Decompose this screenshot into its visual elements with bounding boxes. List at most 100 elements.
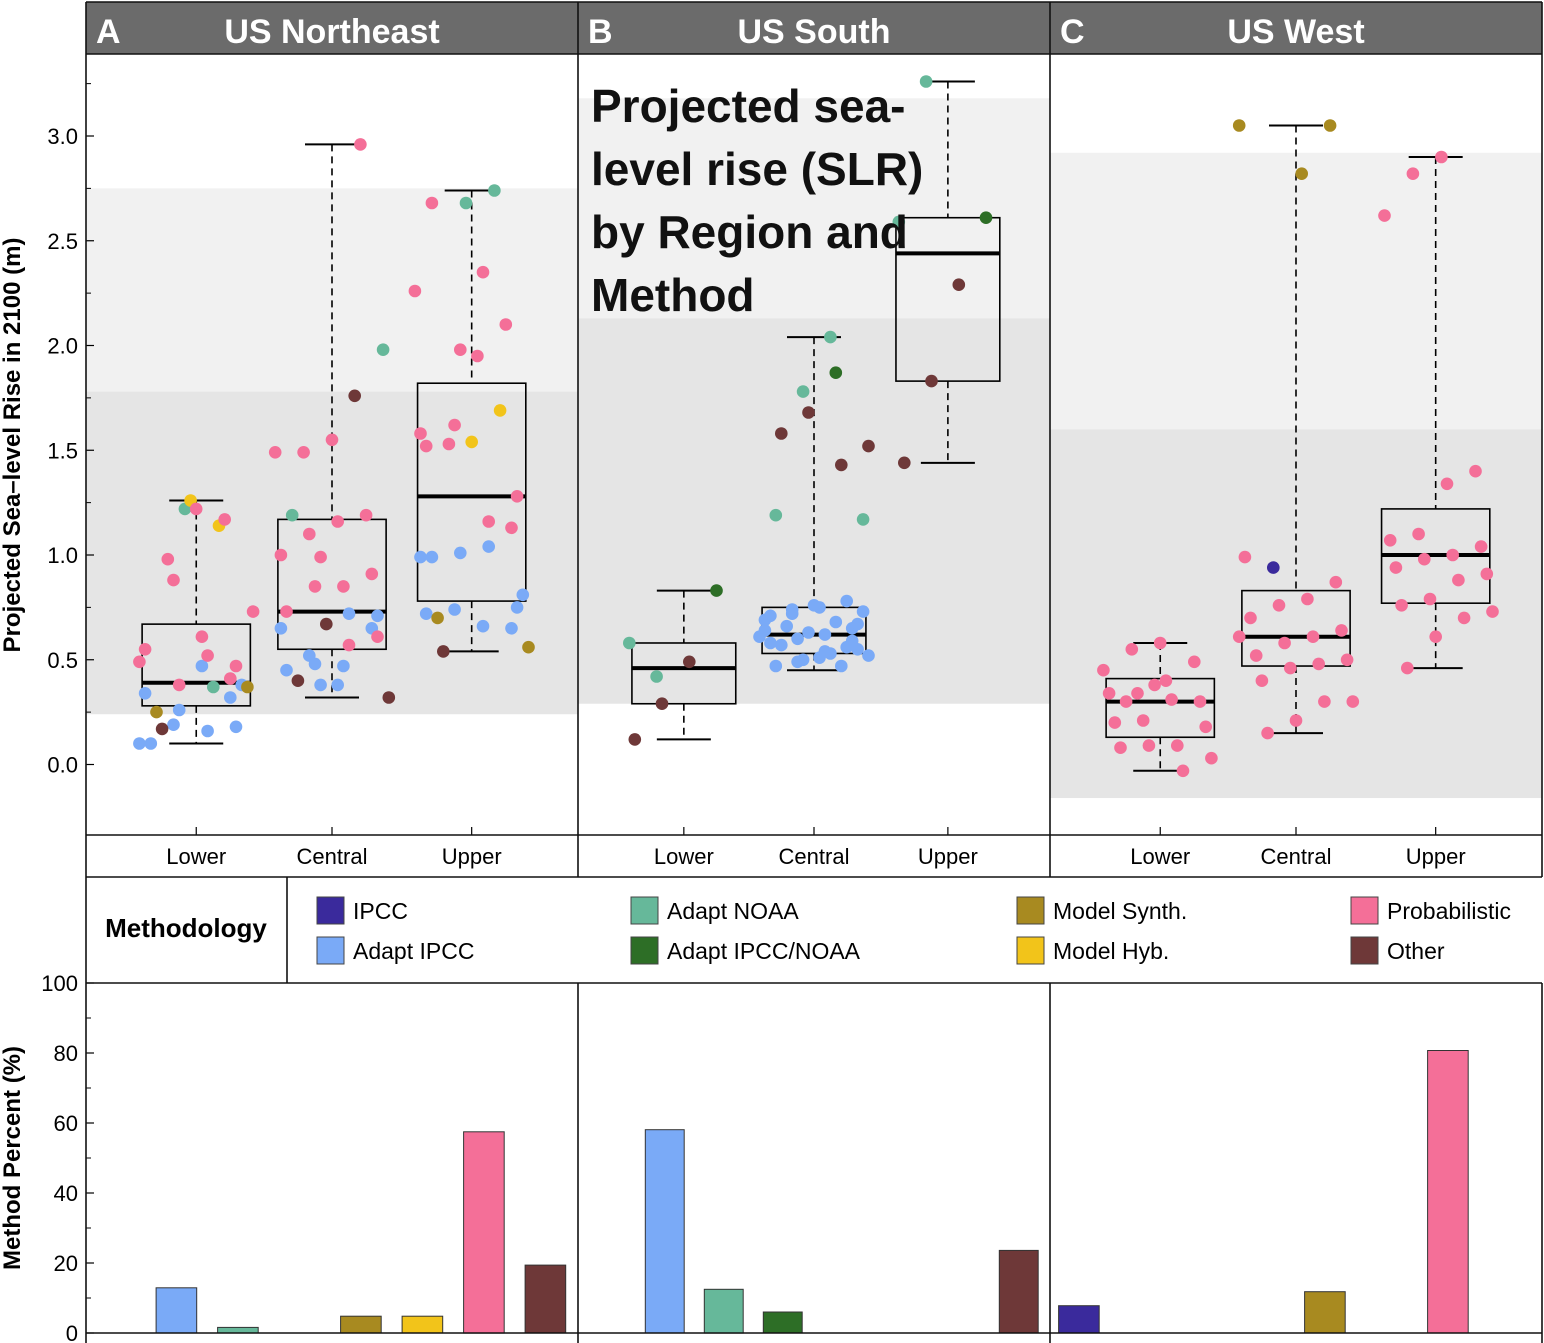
data-point — [431, 611, 444, 625]
legend-swatch — [1350, 896, 1379, 925]
y-tick-label: 0.0 — [47, 753, 78, 778]
boxplot-central — [268, 138, 396, 704]
data-point — [1301, 592, 1314, 606]
boxplot-upper — [892, 75, 1001, 470]
data-point — [1114, 741, 1127, 754]
data-point — [488, 184, 501, 197]
boxplot-lower — [623, 584, 737, 746]
data-point — [1318, 695, 1331, 708]
data-point — [365, 567, 379, 581]
boxplot-central — [1232, 119, 1360, 740]
region-header — [578, 2, 1050, 54]
data-point — [1446, 548, 1459, 562]
data-point — [1284, 661, 1297, 675]
data-point — [133, 655, 146, 669]
data-point — [522, 640, 535, 654]
data-point — [150, 705, 163, 719]
data-point — [1329, 575, 1343, 589]
bar-panel — [155, 1050, 1469, 1334]
bar — [340, 1315, 382, 1334]
data-point — [1295, 167, 1308, 180]
legend-swatch — [1350, 936, 1379, 965]
legend-swatch — [1016, 936, 1045, 965]
data-point — [476, 265, 490, 279]
data-point — [807, 599, 821, 612]
data-point — [471, 349, 484, 363]
data-point — [303, 527, 316, 541]
data-point — [499, 318, 513, 331]
data-point — [274, 622, 288, 635]
x-tick-label: Central — [297, 844, 368, 869]
region-panel-a: A US Northeast Lower Central Upper — [86, 2, 578, 869]
data-point — [133, 737, 146, 750]
iqr-box — [416, 382, 527, 602]
boxplot-upper — [408, 184, 535, 658]
data-point — [1406, 167, 1420, 180]
data-point — [780, 619, 793, 633]
legend-label: Other — [1387, 938, 1445, 964]
legend-label: IPCC — [353, 898, 408, 924]
x-tick-label: Central — [1261, 844, 1332, 869]
data-point — [348, 389, 362, 403]
data-point — [224, 672, 237, 685]
data-point — [683, 655, 696, 669]
data-point — [425, 550, 439, 564]
data-point — [359, 508, 373, 522]
y-axis-top: 0.0 0.5 1.0 1.5 2.0 2.5 3.0 Projected Sea–level… — [0, 83, 94, 778]
data-point — [331, 678, 345, 692]
region-letter: A — [96, 13, 121, 51]
data-point — [408, 284, 422, 298]
range-band-light — [578, 98, 1050, 319]
legend-swatch — [316, 936, 345, 965]
data-point — [195, 630, 209, 643]
data-point — [835, 458, 848, 472]
data-point — [459, 196, 473, 210]
data-point — [802, 406, 815, 419]
data-point — [331, 515, 345, 528]
data-point — [1289, 714, 1303, 727]
y-axis-label: Method Percent (%) — [0, 1046, 26, 1270]
legend-label: Model Hyb. — [1053, 938, 1169, 964]
data-point — [1306, 630, 1320, 643]
chart-annotation: Projected sea-level rise (SLR) by Region … — [591, 80, 923, 321]
data-point — [155, 722, 169, 736]
data-point — [979, 211, 993, 224]
data-point — [172, 678, 186, 692]
data-point — [172, 703, 186, 717]
data-point — [337, 580, 350, 593]
boxplot-lower — [1097, 636, 1218, 778]
data-point — [285, 508, 299, 522]
data-point — [769, 659, 783, 673]
data-point — [1272, 599, 1286, 612]
data-point — [898, 456, 911, 470]
data-point — [1335, 624, 1348, 637]
data-point — [274, 548, 288, 562]
y-tick-label: 2.0 — [47, 334, 78, 359]
x-tick-label: Upper — [918, 844, 978, 869]
data-point — [1102, 687, 1116, 700]
data-point — [280, 663, 293, 677]
data-point — [1457, 611, 1471, 625]
y-axis-label: Projected Sea–level Rise in 2100 (m) — [0, 238, 26, 653]
data-point — [1193, 695, 1207, 708]
data-point — [1153, 636, 1167, 650]
bar — [463, 1131, 505, 1334]
data-point — [856, 513, 870, 526]
data-point — [342, 638, 356, 652]
data-point — [1097, 663, 1110, 677]
data-point — [314, 678, 327, 692]
data-point — [1278, 636, 1291, 650]
bar — [703, 1288, 744, 1334]
data-point — [516, 588, 530, 602]
data-point — [785, 603, 799, 616]
data-point — [1125, 643, 1139, 656]
annotation-line: by Region and — [591, 206, 908, 258]
data-point — [1255, 674, 1269, 687]
region-title: US South — [738, 13, 891, 51]
data-point — [425, 196, 439, 210]
legend-label: Adapt IPCC — [353, 938, 474, 964]
y-tick-label: 0 — [66, 1321, 78, 1343]
data-point — [1171, 739, 1184, 752]
data-point — [314, 550, 327, 564]
legend-swatch — [630, 896, 659, 925]
